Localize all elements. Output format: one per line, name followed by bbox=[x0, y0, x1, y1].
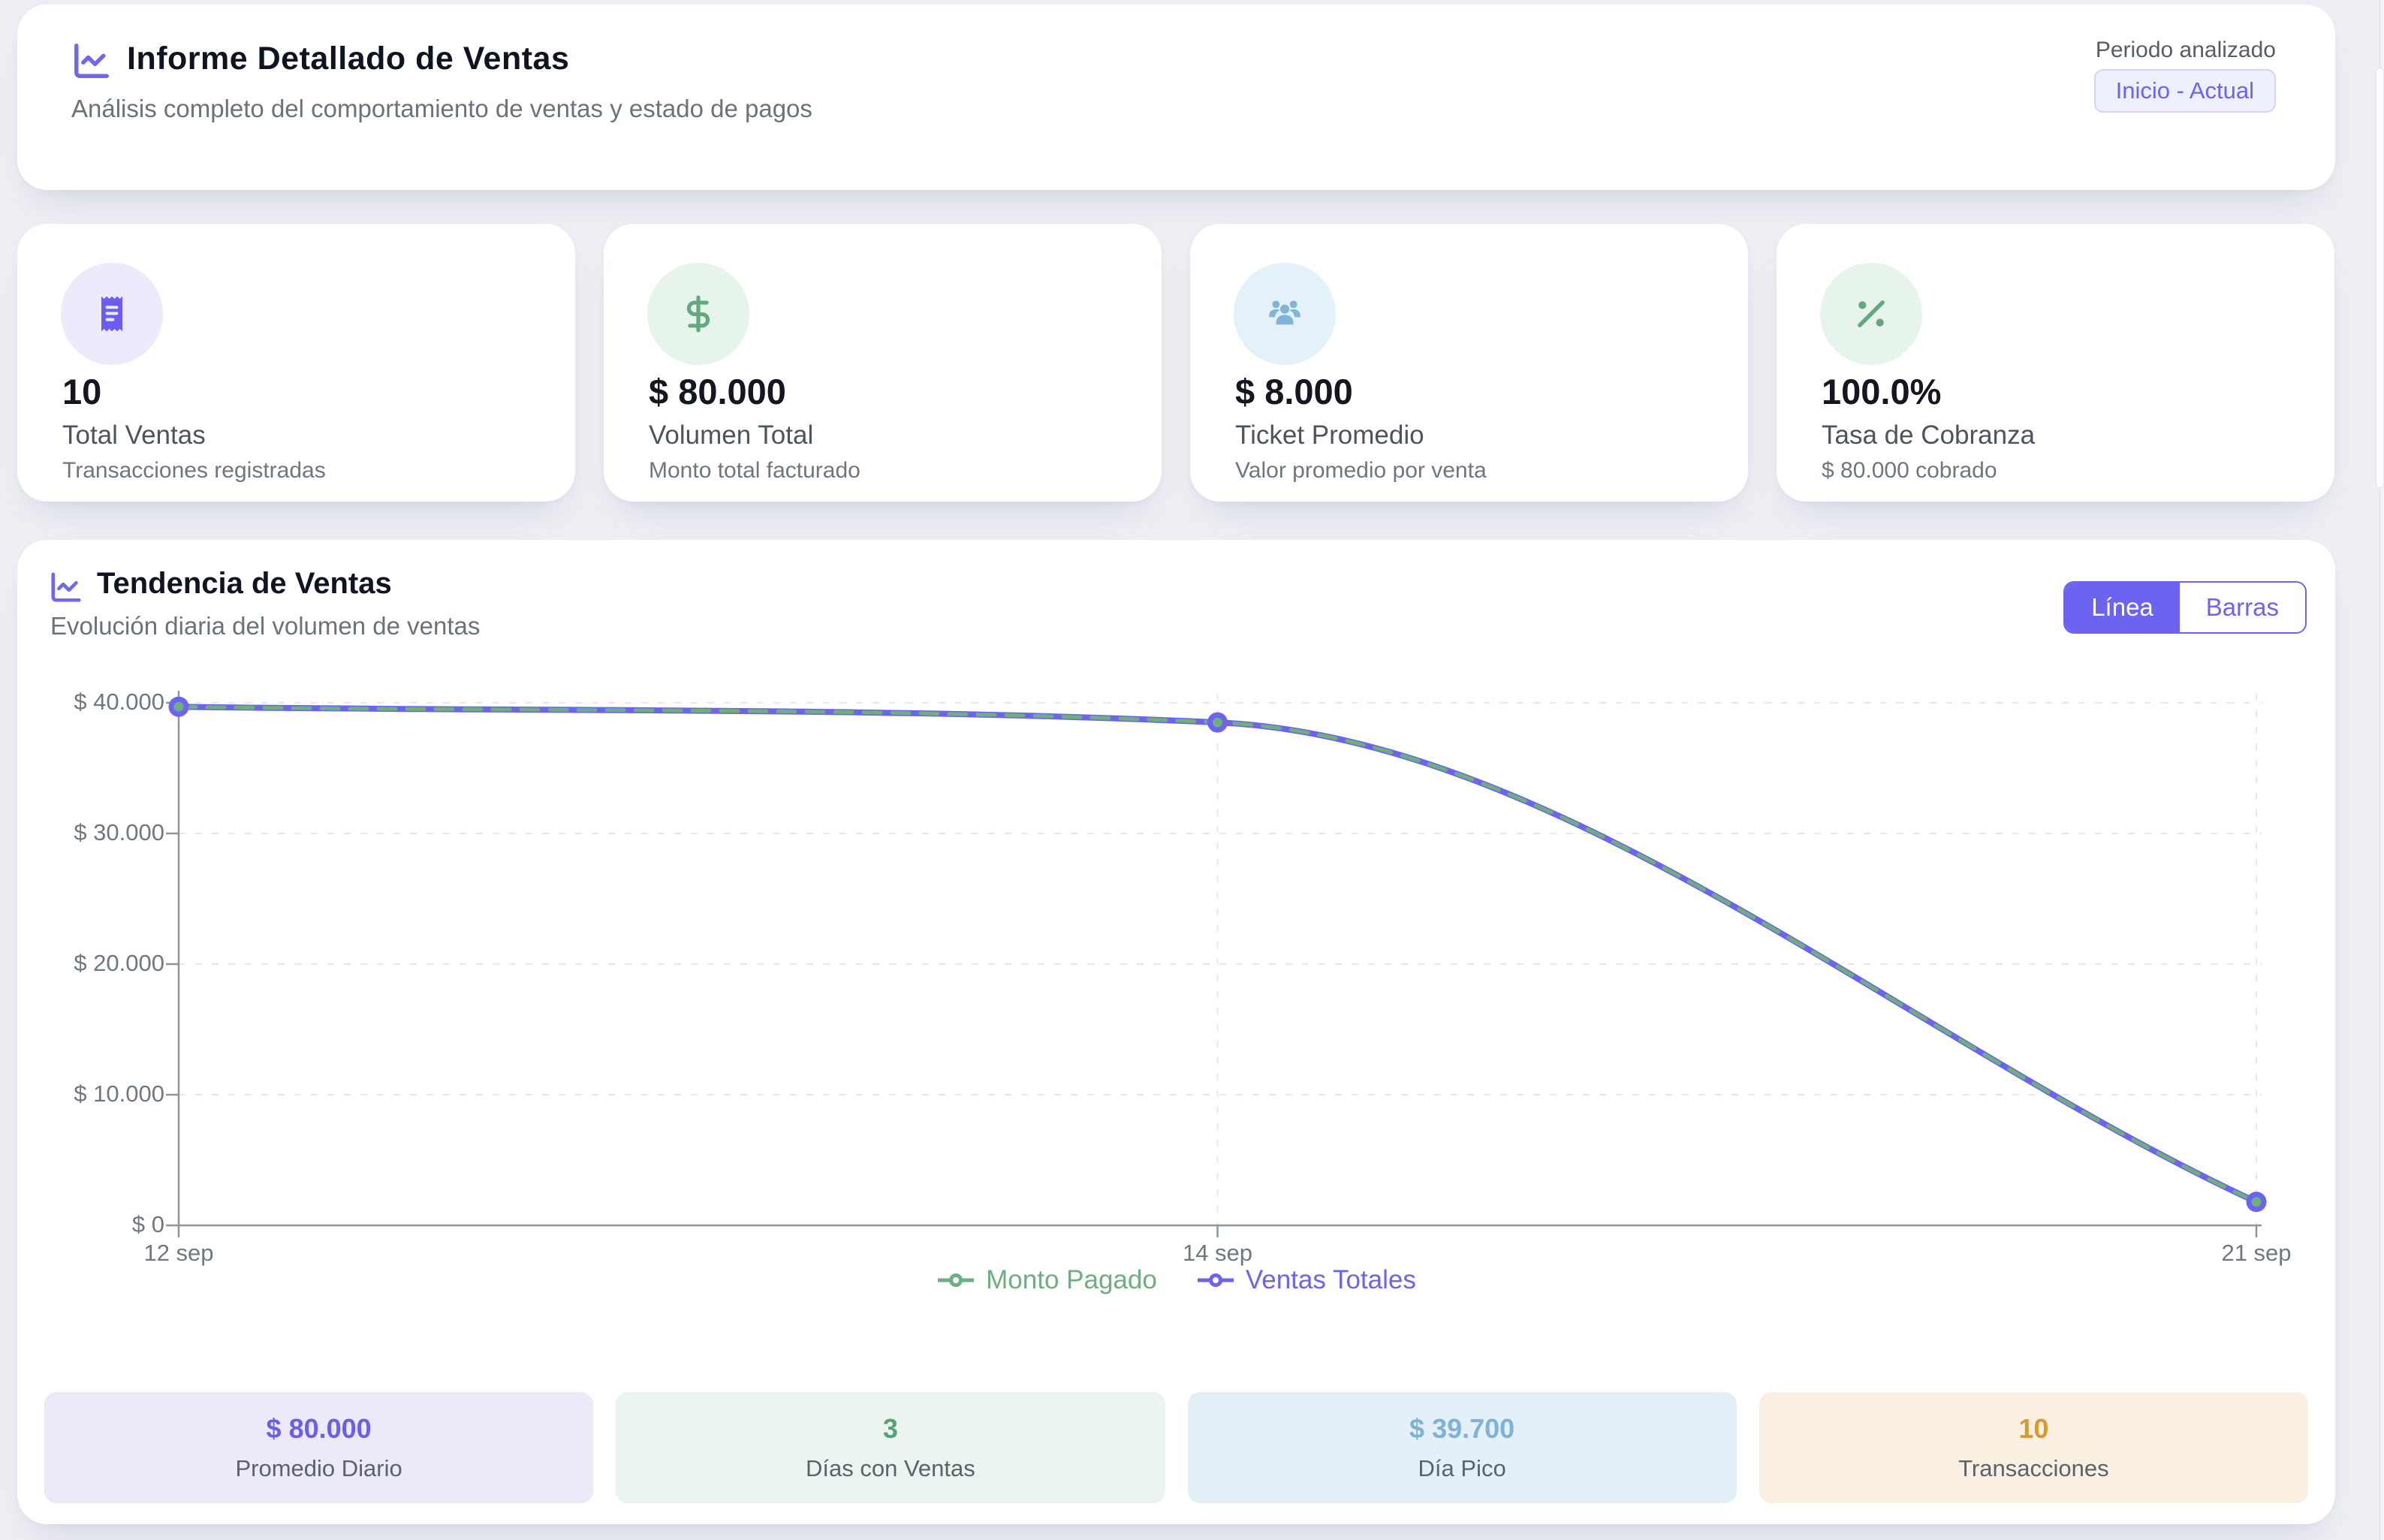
chart-legend: Monto Pagado Ventas Totales bbox=[17, 1265, 2335, 1295]
summary-label: Día Pico bbox=[1418, 1455, 1506, 1481]
stat-subtitle: Monto total facturado bbox=[649, 458, 860, 483]
legend-line-marker-icon bbox=[938, 1273, 975, 1287]
page-subtitle: Análisis completo del comportamiento de … bbox=[71, 95, 812, 122]
period-badge: Inicio - Actual bbox=[2093, 69, 2276, 113]
chart-type-toggle: Línea Barras bbox=[2063, 581, 2307, 634]
y-axis-tick: $ 40.000 bbox=[74, 689, 164, 715]
legend-item-ventas-totales[interactable]: Ventas Totales bbox=[1196, 1265, 1416, 1295]
stat-value: $ 8.000 bbox=[1235, 372, 1353, 411]
stat-card-ticket-promedio: $ 8.000 Ticket Promedio Valor promedio p… bbox=[1190, 224, 1748, 502]
stat-subtitle: $ 80.000 cobrado bbox=[1822, 458, 1997, 483]
sales-trend-card: Tendencia de Ventas Evolución diaria del… bbox=[17, 540, 2335, 1524]
x-axis-tick: 14 sep bbox=[1182, 1240, 1253, 1266]
chart-title: Tendencia de Ventas bbox=[97, 567, 392, 600]
toggle-linea-button[interactable]: Línea bbox=[2065, 583, 2180, 632]
stat-value: $ 80.000 bbox=[649, 372, 786, 411]
stat-card-tasa-cobranza: 100.0% Tasa de Cobranza $ 80.000 cobrado bbox=[1777, 224, 2334, 502]
page-title: Informe Detallado de Ventas bbox=[127, 41, 570, 77]
y-axis-tick: $ 20.000 bbox=[74, 950, 164, 976]
summary-dias-con-ventas: 3 Días con Ventas bbox=[616, 1392, 1165, 1503]
scrollbar-thumb[interactable] bbox=[2376, 68, 2384, 488]
x-axis-tick: 12 sep bbox=[143, 1240, 214, 1266]
chart-line-icon bbox=[71, 41, 112, 81]
stat-title: Ticket Promedio bbox=[1235, 420, 1424, 450]
line-chart-plot bbox=[166, 691, 2267, 1237]
y-axis-tick: $ 10.000 bbox=[74, 1080, 164, 1107]
users-icon bbox=[1234, 263, 1336, 365]
summary-label: Transacciones bbox=[1958, 1455, 2109, 1481]
summary-value: 3 bbox=[882, 1413, 898, 1444]
chart-line-icon bbox=[49, 570, 83, 604]
x-axis-tick: 21 sep bbox=[2221, 1240, 2292, 1266]
stat-subtitle: Transacciones registradas bbox=[62, 458, 326, 483]
percent-icon bbox=[1820, 263, 1922, 365]
scrollbar-track[interactable] bbox=[2379, 0, 2384, 1540]
summary-label: Días con Ventas bbox=[806, 1455, 975, 1481]
stat-title: Total Ventas bbox=[62, 420, 206, 450]
y-axis-tick: $ 0 bbox=[131, 1211, 164, 1237]
toggle-barras-button[interactable]: Barras bbox=[2179, 583, 2305, 632]
receipt-icon bbox=[61, 263, 163, 365]
stat-card-volumen-total: $ 80.000 Volumen Total Monto total factu… bbox=[604, 224, 1162, 502]
summary-value: $ 80.000 bbox=[266, 1413, 372, 1444]
dollar-icon bbox=[647, 263, 749, 365]
stat-value: 10 bbox=[62, 372, 102, 411]
legend-label: Monto Pagado bbox=[986, 1265, 1157, 1294]
chart-subtitle: Evolución diaria del volumen de ventas bbox=[50, 612, 481, 640]
legend-label: Ventas Totales bbox=[1245, 1265, 1416, 1294]
period-label: Periodo analizado bbox=[2095, 38, 2276, 62]
y-axis-tick: $ 30.000 bbox=[74, 819, 164, 845]
stat-value: 100.0% bbox=[1822, 372, 1942, 411]
report-header-card: Informe Detallado de Ventas Análisis com… bbox=[17, 5, 2335, 190]
summary-promedio-diario: $ 80.000 Promedio Diario bbox=[44, 1392, 594, 1503]
summary-transacciones: 10 Transacciones bbox=[1759, 1392, 2308, 1503]
stat-title: Volumen Total bbox=[649, 420, 814, 450]
summary-value: 10 bbox=[2018, 1413, 2049, 1444]
stat-card-total-ventas: 10 Total Ventas Transacciones registrada… bbox=[17, 224, 575, 502]
summary-label: Promedio Diario bbox=[235, 1455, 402, 1481]
summary-dia-pico: $ 39.700 Día Pico bbox=[1187, 1392, 1737, 1503]
summary-value: $ 39.700 bbox=[1409, 1413, 1515, 1444]
summary-row: $ 80.000 Promedio Diario 3 Días con Vent… bbox=[44, 1392, 2308, 1503]
legend-line-marker-icon bbox=[1197, 1273, 1234, 1287]
stat-subtitle: Valor promedio por venta bbox=[1235, 458, 1487, 483]
legend-item-monto-pagado[interactable]: Monto Pagado bbox=[936, 1265, 1157, 1295]
stat-title: Tasa de Cobranza bbox=[1822, 420, 2036, 450]
